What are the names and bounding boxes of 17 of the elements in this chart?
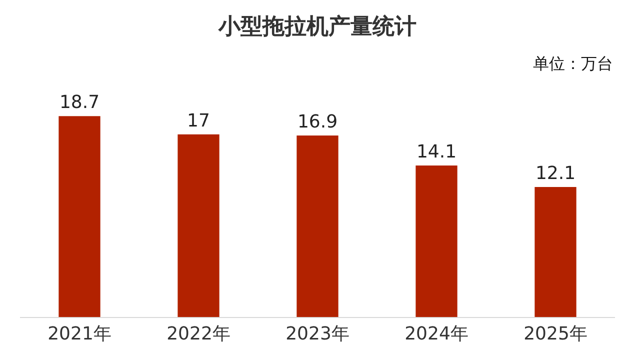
data-label: 18.7 [59, 92, 100, 114]
x-tick-label: 2022年 [166, 324, 230, 345]
x-tick-label: 2023年 [286, 324, 350, 345]
bar [296, 135, 338, 317]
bar [178, 134, 220, 317]
data-label: 12.1 [535, 163, 576, 184]
text: 单位：万台 [533, 54, 613, 73]
data-label: 17 [187, 110, 210, 132]
x-tick-label: 2025年 [524, 324, 588, 345]
bar [416, 166, 458, 317]
x-tick-label: 2024年 [404, 324, 468, 345]
data-label: 14.1 [416, 142, 457, 163]
bar [534, 187, 576, 317]
data-label: 16.9 [297, 111, 338, 132]
x-tick-label: 2021年 [48, 324, 112, 345]
bar [58, 116, 100, 317]
chart-title: 小型拖拉机产量统计 [218, 14, 416, 40]
